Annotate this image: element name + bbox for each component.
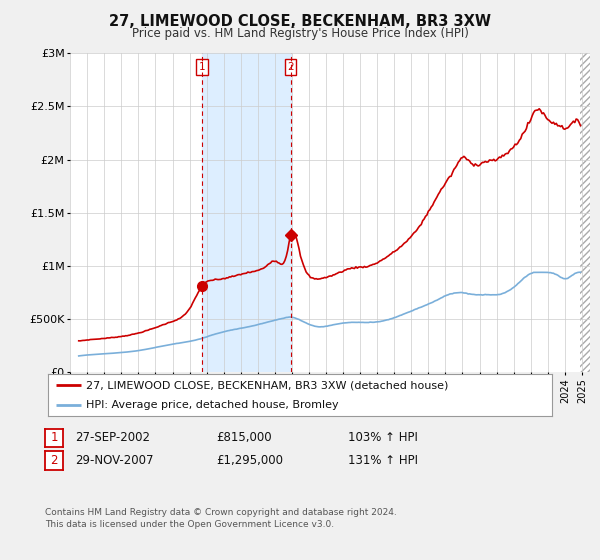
Text: Price paid vs. HM Land Registry's House Price Index (HPI): Price paid vs. HM Land Registry's House … — [131, 27, 469, 40]
Text: 2: 2 — [50, 454, 58, 467]
Bar — [202, 53, 290, 372]
Text: Contains HM Land Registry data © Crown copyright and database right 2024.
This d: Contains HM Land Registry data © Crown c… — [45, 508, 397, 529]
Text: 27-SEP-2002: 27-SEP-2002 — [75, 431, 150, 445]
Bar — [580, 53, 590, 372]
Text: £1,295,000: £1,295,000 — [216, 454, 283, 467]
Text: 1: 1 — [199, 62, 206, 72]
Text: 131% ↑ HPI: 131% ↑ HPI — [348, 454, 418, 467]
Text: 103% ↑ HPI: 103% ↑ HPI — [348, 431, 418, 445]
Text: 27, LIMEWOOD CLOSE, BECKENHAM, BR3 3XW (detached house): 27, LIMEWOOD CLOSE, BECKENHAM, BR3 3XW (… — [86, 380, 448, 390]
Text: 2: 2 — [287, 62, 294, 72]
Text: 27, LIMEWOOD CLOSE, BECKENHAM, BR3 3XW: 27, LIMEWOOD CLOSE, BECKENHAM, BR3 3XW — [109, 14, 491, 29]
Text: 29-NOV-2007: 29-NOV-2007 — [75, 454, 154, 467]
Text: HPI: Average price, detached house, Bromley: HPI: Average price, detached house, Brom… — [86, 400, 338, 410]
Text: £815,000: £815,000 — [216, 431, 272, 445]
Text: 1: 1 — [50, 431, 58, 445]
